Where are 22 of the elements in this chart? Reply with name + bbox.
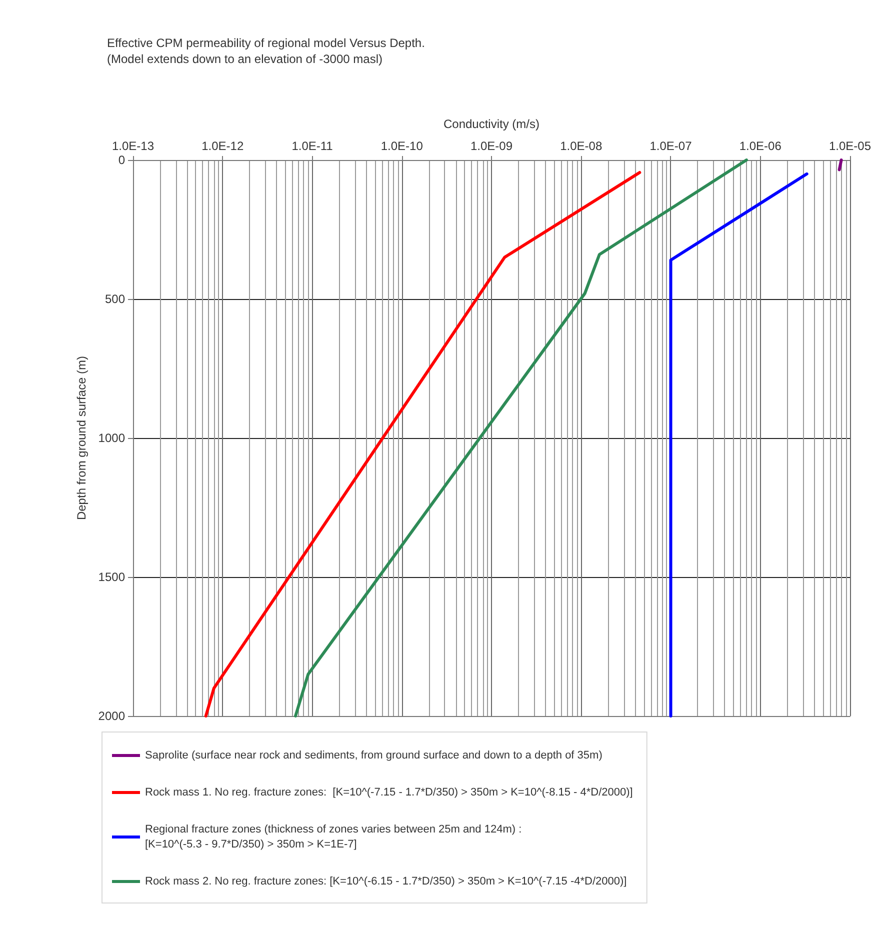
x-axis-title: Conductivity (m/s) <box>443 117 540 131</box>
x-tick-label: 1.0E-06 <box>739 139 782 153</box>
legend-label: Rock mass 1. No reg. fracture zones: [K=10^(-7.15 - 1.7*D/350) > 350m > K=10^(-8.15 - 4*D/2000)] <box>145 786 633 798</box>
x-tick-label: 1.0E-05 <box>828 139 872 153</box>
y-tick-label: 1500 <box>98 570 126 584</box>
x-tick-label: 1.0E-12 <box>202 139 244 153</box>
chart-subtitle: (Model extends down to an elevation of -3000 masl) <box>107 52 382 66</box>
x-tick-label: 1.0E-13 <box>112 139 154 153</box>
legend-label: Saprolite (surface near rock and sediments, from ground surface and down to a depth of 35m) <box>145 750 602 762</box>
x-tick-label: 1.0E-07 <box>650 139 692 153</box>
legend-label: Regional fracture zones (thickness of zones varies between 25m and 124m) : [K=10^(-5.3 - 9.7*D/350) > 350m > K=1E-7] <box>145 824 522 850</box>
x-tick-label: 1.0E-08 <box>560 139 602 153</box>
legend-label: Rock mass 2. No reg. fracture zones: [K=10^(-6.15 - 1.7*D/350) > 350m > K=10^(-7.15 -4*D/2000)] <box>145 876 627 888</box>
x-tick-label: 1.0E-09 <box>470 139 513 153</box>
y-tick-label: 2000 <box>98 709 126 723</box>
y-tick-label: 1000 <box>98 431 126 445</box>
x-tick-label: 1.0E-10 <box>380 139 424 153</box>
y-tick-label: 500 <box>104 292 126 306</box>
chart-title: Effective CPM permeability of regional model Versus Depth. <box>107 36 425 50</box>
y-tick-label: 0 <box>118 153 126 167</box>
y-axis-title: Depth from ground surface (m) <box>74 356 88 520</box>
x-tick-label: 1.0E-11 <box>292 139 334 153</box>
